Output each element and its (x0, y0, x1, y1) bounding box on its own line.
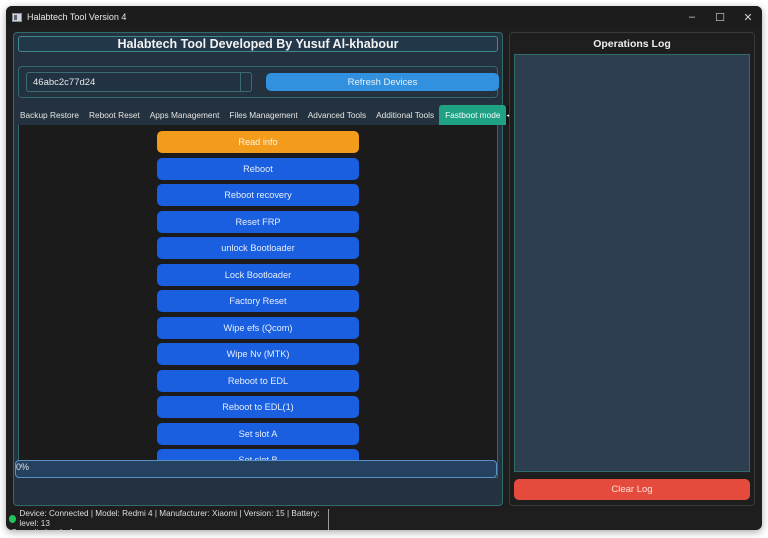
dropdown-arrow-icon[interactable] (240, 73, 251, 91)
read-info-button[interactable]: Read info (157, 131, 359, 153)
status-capacity: Capacity level: -1 (9, 528, 328, 530)
window-title: Halabtech Tool Version 4 (27, 12, 127, 22)
tab-advanced-tools[interactable]: Advanced Tools (307, 110, 367, 120)
tab-reboot-reset[interactable]: Reboot Reset (89, 110, 140, 120)
minimize-button[interactable]: – (688, 11, 696, 23)
reboot-to-edl-button[interactable]: Reboot to EDL (157, 369, 359, 392)
connection-status-icon (9, 514, 17, 523)
wipe-efs-qcom-button[interactable]: Wipe efs (Qcom) (157, 316, 359, 339)
lock-bootloader-button[interactable]: Lock Bootloader (157, 263, 359, 286)
tab-additional-tools[interactable]: Additional Tools (376, 110, 435, 120)
maximize-button[interactable]: ☐ (715, 11, 725, 24)
app-window: Halabtech Tool Version 4 – ☐ ✕ Halabtech… (6, 6, 762, 530)
device-select-value: 46abc2c77d24 (33, 76, 96, 88)
device-row: 46abc2c77d24 Refresh Devices (18, 66, 499, 98)
refresh-devices-button[interactable]: Refresh Devices (266, 73, 499, 91)
log-textarea[interactable] (514, 54, 750, 472)
app-icon (12, 12, 22, 22)
status-bar: Device: Connected | Model: Redmi 4 | Man… (9, 509, 329, 530)
tab-apps-management[interactable]: Apps Management (149, 110, 220, 120)
factory-reset-button[interactable]: Factory Reset (157, 290, 359, 312)
main-panel: Halabtech Tool Developed By Yusuf Al-kha… (13, 32, 514, 506)
wipe-nv-mtk-button[interactable]: Wipe Nv (MTK) (157, 343, 359, 365)
reset-frp-button[interactable]: Reset FRP (157, 210, 359, 233)
unlock-bootloader-button[interactable]: unlock Bootloader (157, 237, 359, 259)
log-title: Operations Log (593, 38, 671, 50)
set-slot-a-button[interactable]: Set slot A (157, 422, 359, 445)
device-select[interactable]: 46abc2c77d24 (26, 72, 252, 92)
reboot-to-edl-1-button[interactable]: Reboot to EDL(1) (157, 396, 359, 418)
tab-files-management[interactable]: Files Management (229, 110, 298, 120)
fastboot-tab-content: Read info Reboot Reboot recovery Reset F… (18, 125, 498, 478)
close-button[interactable]: ✕ (743, 11, 753, 24)
title-bar: Halabtech Tool Version 4 – ☐ ✕ (6, 6, 762, 28)
clear-log-button[interactable]: Clear Log (514, 479, 750, 500)
tab-fastboot-mode[interactable]: Fastboot mode (439, 105, 507, 125)
status-device-info: Device: Connected | Model: Redmi 4 | Man… (19, 509, 320, 528)
app-header-title: Halabtech Tool Developed By Yusuf Al-kha… (18, 36, 498, 52)
action-list: Read info Reboot Reboot recovery Reset F… (157, 131, 359, 471)
progress-bar: 0% (15, 460, 497, 478)
reboot-recovery-button[interactable]: Reboot recovery (157, 184, 359, 206)
tab-bar: Backup Restore Reboot Reset Apps Managem… (18, 105, 514, 125)
tab-backup-restore[interactable]: Backup Restore (20, 110, 80, 120)
progress-label: 0% (16, 462, 30, 472)
reboot-button[interactable]: Reboot (157, 157, 359, 180)
operations-log-panel: Operations Log Clear Log (509, 32, 755, 506)
